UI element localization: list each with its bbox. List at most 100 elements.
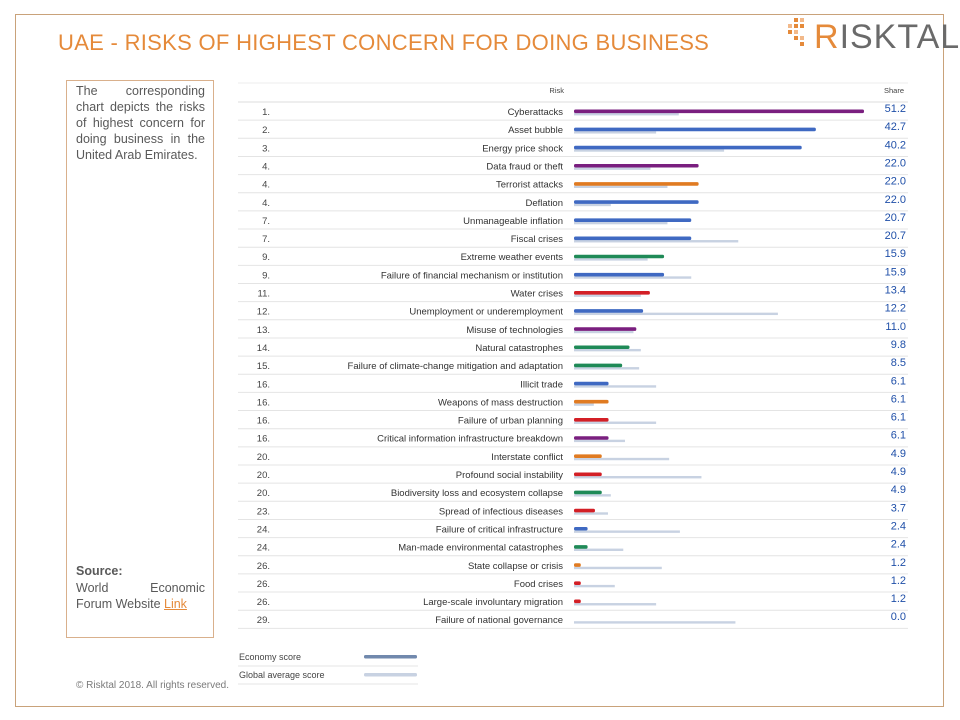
risk-label: Man-made environmental catastrophes xyxy=(398,543,563,554)
risk-label: Data fraud or theft xyxy=(486,161,563,172)
legend-swatch xyxy=(364,655,417,659)
global-average-bar xyxy=(574,149,725,152)
global-average-bar xyxy=(574,348,641,352)
economy-score-bar xyxy=(574,272,665,277)
slide-frame xyxy=(15,14,944,707)
risk-label: Natural catastrophes xyxy=(475,343,563,354)
global-average-bar xyxy=(574,185,668,188)
risk-label: Terrorist attacks xyxy=(496,180,563,191)
economy-score-bar xyxy=(574,200,699,204)
share-value: 3.7 xyxy=(891,502,906,514)
source-text: World Economic Forum Website Link xyxy=(76,581,205,611)
rank-label: 26. xyxy=(257,597,270,608)
economy-score-bar xyxy=(574,236,692,241)
risk-label: Fiscal crises xyxy=(511,234,564,245)
economy-score-bar xyxy=(574,599,581,604)
copyright: © Risktal 2018. All rights reserved. xyxy=(76,680,229,691)
share-value: 22.0 xyxy=(885,157,906,169)
share-value: 15.9 xyxy=(885,266,906,278)
risk-label: Energy price shock xyxy=(482,143,563,154)
global-average-bar xyxy=(574,548,624,551)
economy-score-bar xyxy=(574,436,609,440)
rank-label: 1. xyxy=(262,107,270,118)
share-value: 15.9 xyxy=(885,248,906,260)
global-average-bar xyxy=(574,439,625,443)
global-average-bar xyxy=(574,584,615,588)
economy-score-bar xyxy=(574,291,650,295)
chart-description: The corresponding chart depicts the risk… xyxy=(76,84,205,162)
economy-score-bar xyxy=(574,254,665,259)
risk-label: Misuse of technologies xyxy=(466,325,563,336)
source-link[interactable]: Link xyxy=(164,597,187,611)
legend-swatch xyxy=(364,673,417,677)
risk-label: Profound social instability xyxy=(456,470,563,481)
economy-score-bar xyxy=(574,345,630,350)
economy-score-bar xyxy=(574,418,609,422)
share-value: 0.0 xyxy=(891,611,906,623)
risk-label: Unemployment or underemployment xyxy=(409,307,563,318)
share-value: 4.9 xyxy=(891,448,906,460)
risk-label: Critical information infrastructure brea… xyxy=(377,434,563,445)
global-average-bar xyxy=(574,512,608,515)
legend-label: Global average score xyxy=(239,670,325,680)
rank-label: 23. xyxy=(257,506,270,517)
global-average-bar xyxy=(574,494,611,497)
share-value: 4.9 xyxy=(891,466,906,478)
risk-label: Failure of financial mechanism or instit… xyxy=(381,270,563,281)
risk-label: Interstate conflict xyxy=(491,452,563,463)
rank-label: 4. xyxy=(262,198,270,209)
risk-label: Cyberattacks xyxy=(508,107,564,118)
share-value: 2.4 xyxy=(891,539,906,551)
risk-label: Food crises xyxy=(514,579,563,590)
rank-label: 16. xyxy=(257,416,270,427)
share-value: 51.2 xyxy=(885,103,906,115)
global-average-bar xyxy=(574,312,778,316)
global-average-bar xyxy=(574,421,657,424)
global-average-bar xyxy=(574,621,736,624)
page-title: UAE - RISKS OF HIGHEST CONCERN FOR DOING… xyxy=(58,30,710,55)
rank-label: 14. xyxy=(257,343,270,354)
share-value: 6.1 xyxy=(891,430,906,442)
economy-score-bar xyxy=(574,581,581,585)
risk-label: Asset bubble xyxy=(508,125,563,136)
rank-label: 4. xyxy=(262,161,270,172)
global-average-bar xyxy=(574,276,692,279)
global-average-bar xyxy=(574,258,648,261)
rank-label: 2. xyxy=(262,125,270,136)
column-header-risk: Risk xyxy=(549,86,564,95)
share-value: 20.7 xyxy=(885,212,906,224)
rank-label: 7. xyxy=(262,234,270,245)
global-average-bar xyxy=(574,476,702,479)
economy-score-bar xyxy=(574,508,595,513)
risk-label: State collapse or crisis xyxy=(468,561,563,572)
risk-label: Biodiversity loss and ecosystem collapse xyxy=(391,488,563,499)
share-value: 20.7 xyxy=(885,230,906,242)
rank-label: 9. xyxy=(262,270,270,281)
logo-text: RISKTAL xyxy=(814,18,960,56)
rank-label: 13. xyxy=(257,325,270,336)
economy-score-bar xyxy=(574,218,692,222)
global-average-bar xyxy=(574,330,634,334)
share-value: 42.7 xyxy=(885,121,906,133)
rank-label: 7. xyxy=(262,216,270,227)
share-value: 1.2 xyxy=(891,575,906,587)
risk-label: Illicit trade xyxy=(520,379,563,390)
share-value: 13.4 xyxy=(885,285,906,297)
global-average-bar xyxy=(574,113,679,116)
rank-label: 3. xyxy=(262,143,270,154)
rank-label: 11. xyxy=(257,289,270,300)
share-value: 2.4 xyxy=(891,520,906,532)
rank-label: 20. xyxy=(257,470,270,481)
legend-label: Economy score xyxy=(239,652,301,662)
rank-label: 16. xyxy=(257,379,270,390)
share-value: 1.2 xyxy=(891,557,906,569)
economy-score-bar xyxy=(574,490,602,495)
rank-label: 16. xyxy=(257,434,270,445)
risktal-logo: RISKTAL xyxy=(784,14,959,60)
rank-label: 29. xyxy=(257,615,270,626)
description-panel: The corresponding chart depicts the risk… xyxy=(66,80,214,638)
global-average-bar xyxy=(574,367,640,370)
share-value: 6.1 xyxy=(891,375,906,387)
share-value: 1.2 xyxy=(891,593,906,605)
economy-score-bar xyxy=(574,127,816,132)
